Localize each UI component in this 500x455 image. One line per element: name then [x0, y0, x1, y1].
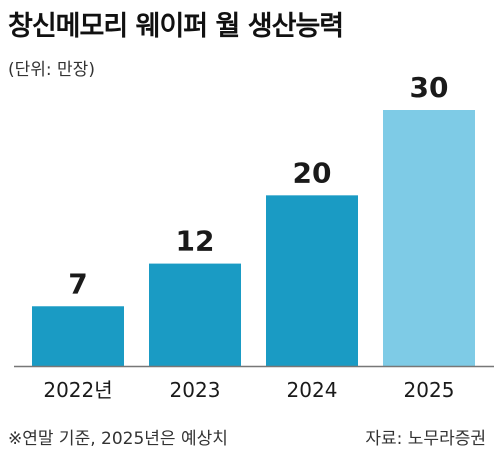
bar-3 — [383, 110, 475, 366]
data-label-2: 20 — [293, 156, 332, 189]
chart-title: 창신메모리 웨이퍼 월 생산능력 — [8, 11, 344, 42]
data-label-3: 30 — [410, 71, 449, 104]
bar-2 — [266, 195, 358, 366]
source-label: 자료: 노무라증권 — [365, 429, 486, 449]
bar-0 — [32, 306, 124, 366]
data-label-0: 7 — [68, 267, 87, 300]
data-label-1: 12 — [176, 225, 215, 258]
x-tick-label-2: 2024 — [287, 378, 338, 402]
x-tick-label-3: 2025 — [404, 378, 455, 402]
footnote: ※연말 기준, 2025년은 예상치 — [8, 429, 228, 449]
x-tick-label-0: 2022년 — [43, 378, 112, 402]
bar-1 — [149, 263, 241, 366]
unit-label: (단위: 만장) — [8, 60, 95, 80]
x-tick-label-1: 2023 — [170, 378, 221, 402]
